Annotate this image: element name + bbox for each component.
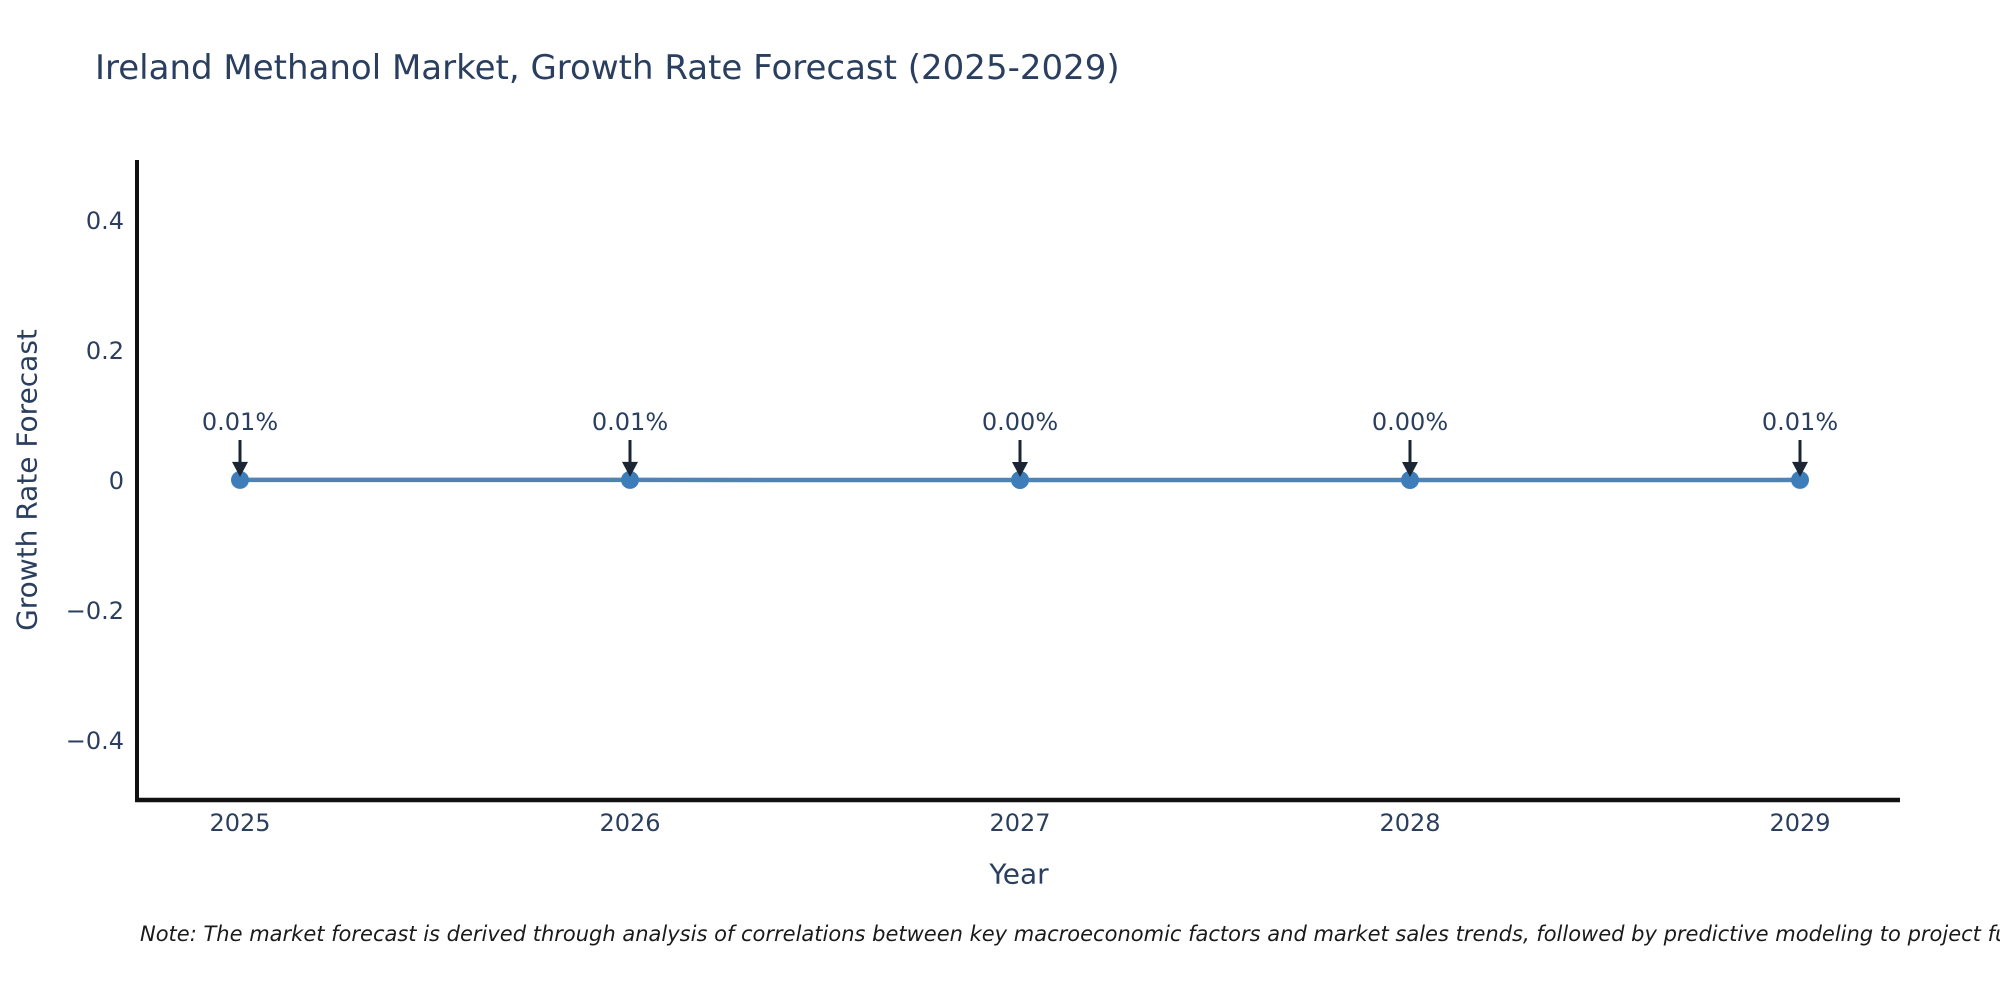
- annotation-arrow-head: [1402, 462, 1418, 477]
- x-tick-label: 2026: [599, 809, 660, 837]
- y-tick-label: −0.2: [66, 597, 124, 625]
- point-annotation-label: 0.00%: [982, 408, 1058, 436]
- annotation-arrow-head: [232, 461, 248, 477]
- annotation-arrow-head: [622, 461, 638, 477]
- data-point-marker: [1011, 471, 1029, 489]
- data-point-marker: [1401, 471, 1419, 489]
- annotation-arrow-head: [1012, 462, 1028, 477]
- y-tick-label: −0.4: [66, 727, 124, 755]
- point-annotation-label: 0.01%: [202, 408, 278, 436]
- chart-title: Ireland Methanol Market, Growth Rate For…: [95, 48, 1120, 88]
- y-tick-label: 0.4: [86, 207, 124, 235]
- point-annotation-label: 0.01%: [592, 408, 668, 436]
- point-annotation-label: 0.00%: [1372, 408, 1448, 436]
- y-tick-label: 0.2: [86, 337, 124, 365]
- point-annotation-label: 0.01%: [1762, 408, 1838, 436]
- x-tick-label: 2029: [1769, 809, 1830, 837]
- data-point-marker: [1791, 470, 1809, 489]
- annotation-arrow-head: [1792, 461, 1808, 477]
- x-tick-label: 2028: [1379, 809, 1440, 837]
- x-tick-label: 2025: [209, 809, 270, 837]
- data-point-marker: [231, 470, 249, 489]
- x-tick-label: 2027: [989, 809, 1050, 837]
- data-point-marker: [621, 470, 639, 489]
- x-axis-title: Year: [989, 857, 1049, 891]
- y-tick-label: 0: [109, 467, 124, 495]
- footnote: Note: The market forecast is derived thr…: [140, 922, 2000, 946]
